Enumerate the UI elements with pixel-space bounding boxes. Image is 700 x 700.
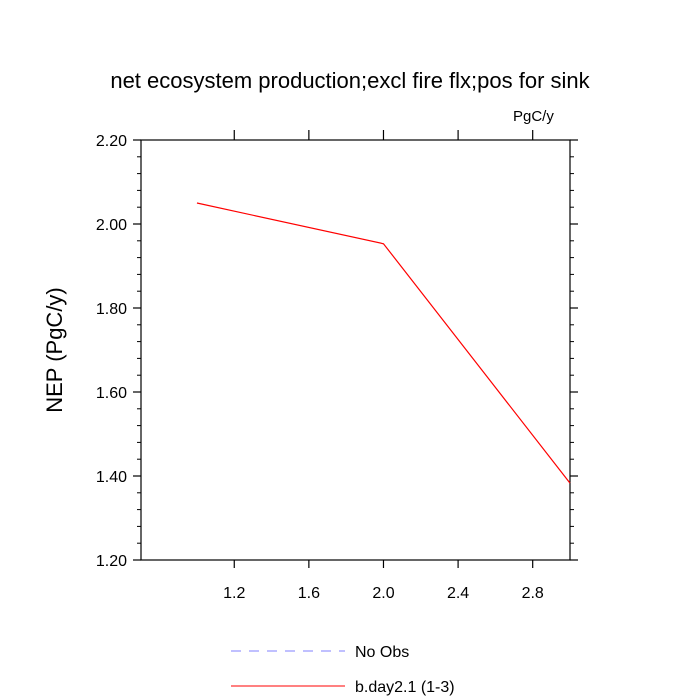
x-tick-label: 1.6 (298, 585, 320, 602)
y-axis-label: NEP (PgC/y) (42, 287, 67, 413)
y-tick-label: 2.20 (96, 133, 127, 150)
x-tick-label: 2.8 (522, 585, 544, 602)
axis-ticks (133, 130, 578, 568)
y-tick-label: 1.40 (96, 469, 127, 486)
x-tick-label: 2.0 (372, 585, 394, 602)
y-tick-label: 1.60 (96, 385, 127, 402)
x-tick-label: 1.2 (223, 585, 245, 602)
chart-title: net ecosystem production;excl fire flx;p… (110, 68, 590, 93)
units-label: PgC/y (513, 108, 554, 125)
series-lines (196, 202, 571, 484)
legend-label: No Obs (355, 644, 409, 661)
legend-label: b.day2.1 (1-3) (355, 679, 455, 696)
y-tick-label: 2.00 (96, 217, 127, 234)
y-tick-label: 1.80 (96, 301, 127, 318)
axis-tick-labels: 1.20 1.40 1.60 1.80 2.00 2.20 1.2 1.6 2.0 2.4 2.8 (96, 133, 544, 602)
legend: No Obs b.day2.1 (1-3) (231, 644, 455, 696)
series-line (196, 202, 571, 484)
y-tick-label: 1.20 (96, 553, 127, 570)
plot-frame (140, 139, 571, 561)
x-tick-label: 2.4 (447, 585, 469, 602)
